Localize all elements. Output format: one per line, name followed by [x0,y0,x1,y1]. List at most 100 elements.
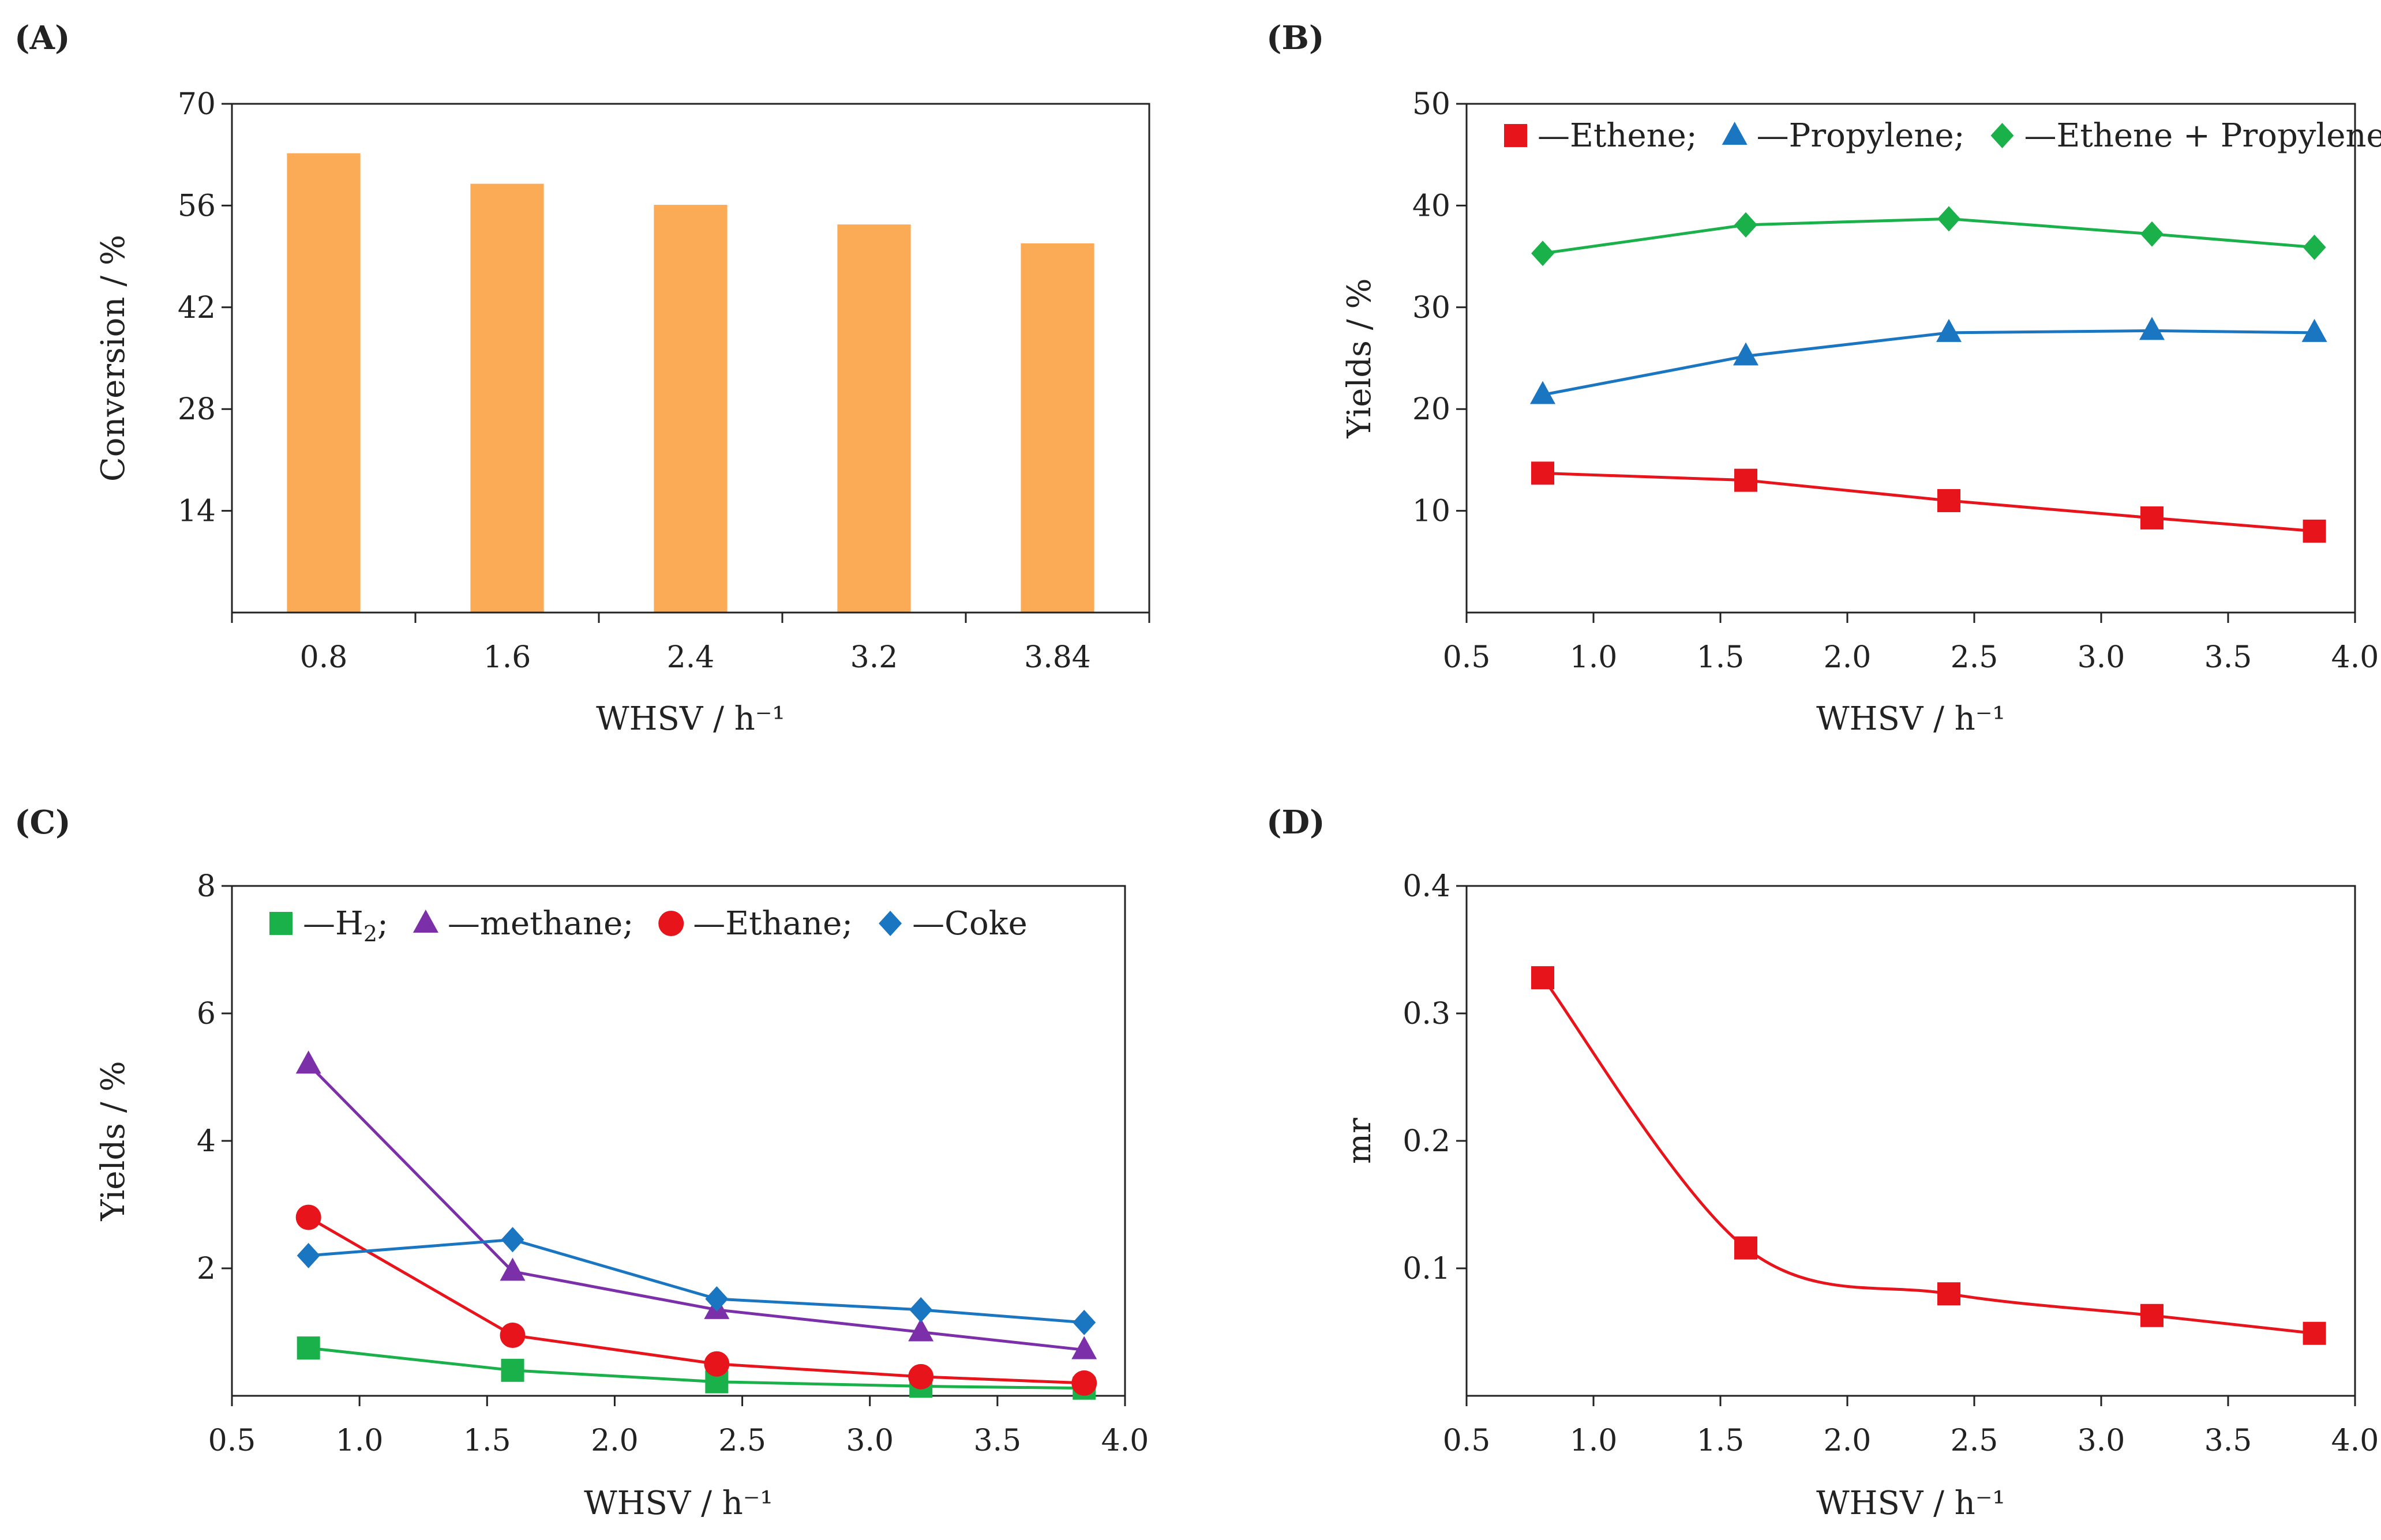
x-tick-label: 0.5 [1443,1423,1491,1458]
data-point [1530,381,1555,404]
y-tick-label: 50 [1412,87,1450,122]
legend-dash: — [2024,117,2056,155]
legend-label: Coke [944,905,1028,942]
x-axis-title: WHSV / h⁻¹ [596,700,785,738]
x-tick-label: 3.84 [1024,640,1091,675]
legend-dash: — [448,905,480,942]
x-axis-title: WHSV / h⁻¹ [1816,700,2005,738]
legend-dash: — [1538,117,1570,155]
plot-frame [231,885,1126,1397]
x-tick-label: 1.5 [1697,1423,1745,1458]
legend-entry: —Ethene + Propylene [2024,117,2381,155]
data-point [295,1204,321,1230]
data-point [1531,966,1554,990]
x-tick-label: 1.5 [1697,640,1745,675]
y-tick-label: 20 [1412,392,1450,427]
data-point [1734,212,1757,238]
data-point [908,1318,934,1342]
legend-marker [413,910,438,933]
x-tick-label: 3.5 [974,1423,1022,1458]
y-axis-title: Conversion / % [95,235,132,482]
data-point [1937,206,1960,232]
data-point [2140,1304,2163,1327]
data-point [1734,1236,1757,1260]
series-line [308,1346,1085,1390]
x-tick-label: 4.0 [2331,640,2379,675]
bar [1021,243,1094,613]
y-tick-label: 0.2 [1403,1124,1450,1159]
data-point [2303,519,2326,543]
y-tick-label: 0.4 [1403,869,1450,904]
legend-dash: — [1757,117,1789,155]
legend: —H2; —methane; —Ethane; —Coke [269,905,1028,946]
y-axis-title: mr [1341,1118,1378,1164]
y-tick-label: 2 [197,1252,216,1286]
x-tick-label: 1.5 [463,1423,511,1458]
y-tick-label: 56 [178,189,216,223]
x-tick-label: 0.5 [208,1423,256,1458]
x-tick-label: 1.6 [483,640,531,675]
x-tick-label: 2.0 [591,1423,639,1458]
legend-entry: —Ethane; [693,905,853,942]
data-point [705,1286,729,1312]
legend: —Ethene; —Propylene; —Ethene + Propylene [1504,117,2381,155]
legend-marker [269,912,293,935]
x-tick-label: 3.5 [2204,1423,2252,1458]
legend-label: Ethane; [725,905,853,942]
panel-label: (C) [14,803,71,842]
data-point [2140,221,2163,247]
x-tick-label: 2.0 [1824,640,1872,675]
series-line [307,1063,1085,1351]
y-tick-label: 0.3 [1403,997,1450,1031]
series-line [1542,329,2315,396]
legend-marker [1722,122,1748,145]
data-point [2303,1321,2326,1345]
bar [470,183,544,613]
y-tick-label: 8 [197,869,216,904]
y-tick-label: 40 [1412,189,1450,223]
data-point [1734,468,1757,492]
y-axis-title: Yields / % [1341,278,1378,438]
series-line [308,1238,1085,1324]
legend-dash: — [303,905,335,942]
x-tick-label: 0.5 [1443,640,1491,675]
chart-panel-a: (A) 14 28 42 56 70 0.8 1.6 2.4 3.2 3.84 WHSV / h⁻¹ C… [14,19,1150,738]
legend-suffix: ; [377,905,388,942]
data-point [2139,317,2165,340]
y-tick-label: 4 [197,1124,216,1159]
data-point [297,1242,320,1268]
legend-label: H [335,905,363,942]
x-tick-label: 2.5 [1951,1423,1998,1458]
data-point [908,1364,934,1389]
x-tick-label: 3.0 [2078,1423,2125,1458]
y-axis-title: Yields / % [95,1061,132,1221]
legend-entry: —Propylene; [1757,117,1965,155]
x-tick-label: 1.0 [1570,640,1618,675]
data-point [1073,1309,1096,1335]
bar [287,153,361,613]
data-point [704,1351,730,1377]
x-axis-title: WHSV / h⁻¹ [1816,1485,2005,1522]
data-point [1531,461,1554,485]
legend-entry: —methane; [448,905,633,942]
data-point [2303,234,2326,260]
y-tick-label: 10 [1412,494,1450,529]
x-tick-label: 0.8 [300,640,348,675]
x-tick-label: 4.0 [2331,1423,2379,1458]
x-tick-label: 2.0 [1824,1423,1872,1458]
y-tick-label: 14 [178,494,216,529]
y-tick-label: 30 [1412,291,1450,325]
data-point [295,1050,321,1074]
x-tick-label: 2.5 [718,1423,766,1458]
x-tick-label: 3.0 [846,1423,894,1458]
x-axis-title: WHSV / h⁻¹ [584,1485,773,1522]
data-point [1937,1282,1960,1306]
series-line [1542,471,2315,533]
data-point [1071,1336,1097,1359]
plot-frame [1465,885,2356,1397]
y-tick-label: 6 [197,997,216,1031]
bar [654,205,728,613]
